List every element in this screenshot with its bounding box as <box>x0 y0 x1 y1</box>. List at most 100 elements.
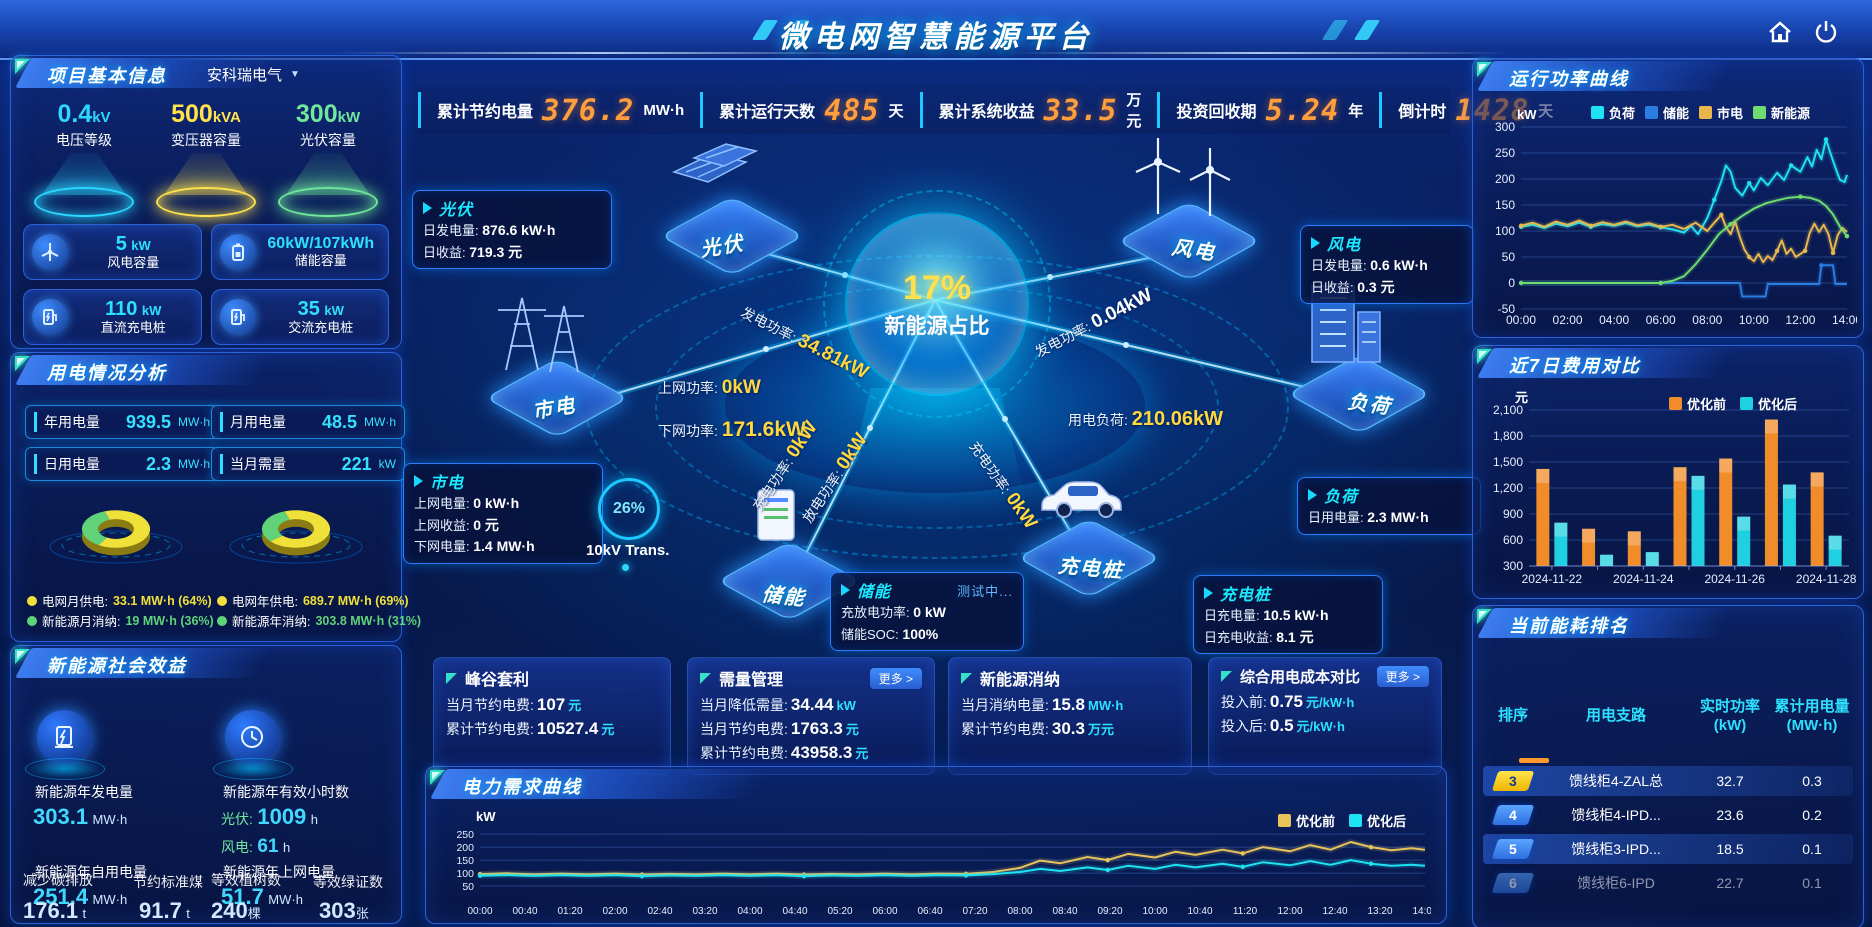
node-wind-label: 风电 <box>1170 237 1217 265</box>
arrow-icon <box>1308 489 1317 501</box>
benefit-row-value: 43958.3 <box>790 743 853 763</box>
table-row[interactable]: 5 馈线柜3-IPD... 18.5 0.1 <box>1483 834 1853 864</box>
card-value: 60kW/107kWh <box>267 235 375 253</box>
panel-title: 运行功率曲线 <box>1473 59 1863 95</box>
kpi-unit: MW·h <box>643 101 685 119</box>
table-row[interactable]: 4 馈线柜4-IPD... 23.6 0.2 <box>1483 800 1853 830</box>
pv-info-box: 光伏 日发电量: 876.6 kW·h 日收益: 719.3 元 <box>412 190 612 270</box>
kpi-payback: 投资回收期 5.24 年 <box>1157 92 1379 128</box>
benefit-row-label: 累计节约电费: <box>446 721 534 738</box>
stat-value: 939.5 <box>125 411 171 432</box>
project-info-panel: 项目基本信息 安科瑞电气 ▼ 0.4kV 电压等级 500kVA 变压器容量 30… <box>10 55 402 349</box>
demand-legend-item[interactable]: 优化前 <box>1278 811 1335 830</box>
legend-label: 优化前 <box>1687 397 1727 412</box>
power-legend-item[interactable]: 新能源 <box>1753 103 1810 122</box>
svg-text:200: 200 <box>456 842 474 854</box>
legend-label: 市电 <box>1717 106 1744 121</box>
legend-label: 电网月供电: <box>42 595 108 609</box>
svg-text:100: 100 <box>1495 224 1515 238</box>
svg-text:1,500: 1,500 <box>1493 455 1523 469</box>
benefit-row-unit: MW·h <box>1087 698 1124 713</box>
rank-number: 6 <box>1509 875 1517 891</box>
power-cell: 22.7 <box>1716 875 1744 891</box>
stat-year-usage: 年用电量 939.5 MW·h <box>25 405 219 439</box>
energy-ranking-title: 当前能耗排名 <box>1509 616 1629 636</box>
kpi-value: 33.5 <box>1043 93 1118 127</box>
arrow-icon <box>423 202 432 214</box>
panel-title: 新能源社会效益 <box>11 646 401 682</box>
stat-unit: MW·h <box>364 415 396 429</box>
benefit-row: 投入后: 0.5 元/kW·h <box>1221 714 1429 738</box>
benefit-row-value: 15.8 <box>1051 695 1085 714</box>
legend-value: 303.8 MW·h (31%) <box>315 613 422 628</box>
benefit-row-label: 当月降低需量: <box>700 697 788 713</box>
demand-more-button[interactable]: 更多 > <box>869 667 922 689</box>
svg-text:14:00: 14:00 <box>1832 313 1857 327</box>
new-energy-ratio-sphere: 17% 新能源占比 <box>845 212 1029 396</box>
legend-label: 负荷 <box>1609 106 1636 121</box>
card-corner-icon <box>961 672 972 684</box>
trees-label: 等效植树数 <box>211 872 281 888</box>
info-row: 日充电收益: 8.1 元 <box>1204 628 1314 645</box>
legend-swatch <box>1669 397 1682 410</box>
benefit-row-unit: 元/kW·h <box>1296 719 1345 735</box>
cost-legend-item[interactable]: 优化后 <box>1740 394 1797 413</box>
social-benefit-title: 新能源社会效益 <box>47 656 187 676</box>
header-streak-left <box>330 52 870 54</box>
transformer-dot <box>622 564 629 571</box>
svg-text:kW: kW <box>1517 107 1537 122</box>
legend-value: 19 MW·h (36%) <box>125 613 214 628</box>
rank-badge: 6 <box>1491 873 1535 893</box>
info-row: 日发电量: 0.6 kW·h <box>1311 257 1428 273</box>
hours-pv: 光伏: 1009 h <box>221 804 318 830</box>
legend-swatch <box>1753 106 1767 119</box>
power-legend-item[interactable]: 市电 <box>1699 103 1743 122</box>
col-power: 实时功率 (kW) <box>1699 698 1760 734</box>
self-use-label: 新能源年自用电量 <box>35 864 147 880</box>
stat-value: 2.3 <box>145 453 171 474</box>
card-label: 储能容量 <box>294 252 347 268</box>
table-row[interactable]: 6 馈线柜6-IPD 22.7 0.1 <box>1483 868 1853 898</box>
svg-text:01:20: 01:20 <box>557 906 582 917</box>
card-unit: kW <box>131 238 151 254</box>
svg-text:10:40: 10:40 <box>1187 906 1212 917</box>
svg-text:50: 50 <box>1502 250 1516 264</box>
power-icon[interactable] <box>1808 14 1844 50</box>
card-label: 风电容量 <box>107 255 160 271</box>
svg-text:00:00: 00:00 <box>467 906 492 917</box>
col-rank: 排序 <box>1497 707 1528 725</box>
cost-more-button[interactable]: 更多 > <box>1376 666 1429 687</box>
storage-box-title: 储能 <box>857 584 892 601</box>
card-unit: kW <box>141 303 162 319</box>
load-info-box: 负荷 日用电量: 2.3 MW·h <box>1297 477 1481 535</box>
svg-text:10:00: 10:00 <box>1142 906 1167 917</box>
light-cone <box>42 153 126 195</box>
legend-grid-month: 电网月供电: 33.1 MW·h (64%) <box>27 591 212 610</box>
wind-hours-value: 61 <box>257 836 279 857</box>
flow-export-power: 上网功率: 0kW <box>658 377 761 398</box>
cost-legend-item[interactable]: 优化前 <box>1669 394 1726 413</box>
power-legend-item[interactable]: 负荷 <box>1591 103 1635 122</box>
benefit-row-value: 0.75 <box>1269 692 1303 711</box>
card-label: 直流充电桩 <box>100 320 166 336</box>
storage-info-box: 储能 测试中... 充放电功率: 0 kW 储能SOC: 100% <box>830 572 1024 652</box>
card-value: 5 <box>115 233 127 256</box>
self-use-number: 251.4 <box>33 884 89 909</box>
wind-hours-unit: h <box>282 840 291 855</box>
home-icon[interactable] <box>1762 14 1798 50</box>
demand-legend-item[interactable]: 优化后 <box>1349 811 1406 830</box>
kpi-unit: 万元 <box>1126 92 1142 130</box>
benefit-row-unit: 元 <box>568 698 582 713</box>
svg-text:04:40: 04:40 <box>782 906 807 917</box>
legend-label: 电网年供电: <box>232 595 298 609</box>
table-row[interactable]: 3 馈线柜4-ZAL总 32.7 0.3 <box>1483 766 1853 796</box>
power-legend-item[interactable]: 储能 <box>1645 103 1689 122</box>
cost-compare-panel: 近7日费用对比 300 600 900 1,200 1,500 1,800 2,100 元 20… <box>1472 345 1864 599</box>
company-select[interactable]: 安科瑞电气 ▼ <box>207 64 300 85</box>
generator-icon <box>37 710 91 764</box>
benefit-row-label: 投入前: <box>1221 694 1267 710</box>
legend-value: 33.1 MW·h (64%) <box>112 593 212 608</box>
branch-cell: 馈线柜6-IPD <box>1577 875 1655 891</box>
battery-icon <box>219 234 256 270</box>
